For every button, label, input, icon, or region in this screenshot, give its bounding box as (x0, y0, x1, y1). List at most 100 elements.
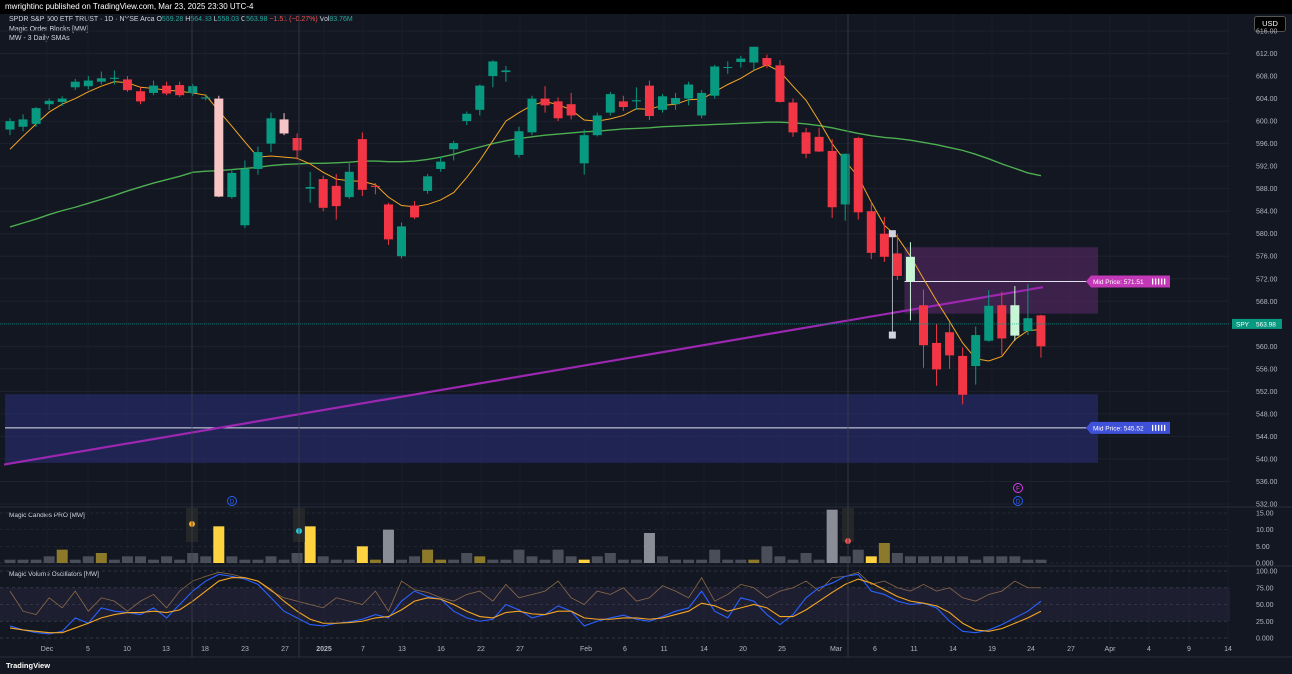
candle (253, 146, 263, 175)
volume-bar (278, 559, 290, 563)
candle-body (540, 98, 550, 106)
x-tick-label: Apr (1105, 646, 1117, 653)
candle-body (566, 104, 576, 116)
candle-body (1036, 315, 1046, 347)
candle-body (305, 186, 315, 189)
publisher-bar: mwrightinc published on TradingView.com,… (0, 0, 1292, 14)
volume-bar (135, 556, 146, 563)
x-tick-label: 27 (281, 646, 289, 653)
candle-body (188, 86, 198, 93)
candle-body (253, 152, 263, 169)
candle (579, 129, 589, 175)
candle-body (227, 172, 237, 198)
indicator-2-label[interactable]: MW - 3 Daily SMAs (9, 35, 70, 42)
volume-bar (683, 559, 695, 563)
volume-bar (200, 556, 212, 563)
candle-body (749, 46, 759, 63)
volume-bar (944, 556, 956, 563)
candle-body (397, 226, 406, 257)
x-tick-label: Mar (830, 646, 843, 653)
volume-bar (1035, 559, 1047, 563)
candle-body (605, 94, 615, 113)
osc-pane-title[interactable]: Magic Volume Oscillators [MW] (9, 571, 99, 578)
mid-price-label: Mid Price: 545.52 (1093, 425, 1144, 432)
candle (684, 81, 694, 106)
candle-body (122, 79, 132, 91)
candle (5, 118, 15, 136)
indicator-1-label[interactable]: Magic Order Blocks [MW] (9, 26, 89, 33)
mid-price-tag-shape (1086, 421, 1170, 434)
candle (462, 111, 472, 126)
candle (840, 153, 850, 221)
volume-bar (396, 559, 407, 563)
mid-price-bars (1164, 424, 1166, 431)
close-value: 563.98 (246, 16, 268, 23)
symbol-name: SPDR S&P 500 ETF TRUST · 1D · NYSE Arca (9, 16, 155, 23)
y-tick-label: 616.00 (1256, 29, 1278, 36)
candle (423, 174, 433, 194)
event-badge-letter: D (1016, 499, 1021, 505)
mid-price-tag-shape (1086, 275, 1170, 288)
candle-body (971, 335, 981, 367)
low-label: L (213, 16, 218, 23)
volume-bar (239, 559, 251, 563)
volume-bar (891, 553, 903, 563)
volume-bar (43, 556, 55, 563)
event-badge-letter: D (230, 499, 235, 505)
low-value: 558.03 (217, 16, 240, 23)
volume-bar (839, 556, 851, 563)
candle (723, 61, 733, 74)
vol-tick-label: 10.00 (1256, 527, 1274, 534)
candle (475, 84, 485, 116)
volume-bar (604, 553, 616, 563)
candle (892, 233, 902, 280)
volume-bar (748, 559, 760, 563)
y-tick-label: 612.00 (1256, 51, 1278, 58)
volume-bar (474, 556, 486, 563)
candle (553, 97, 563, 122)
volume-bar (552, 549, 564, 563)
brand-text: TradingView (6, 661, 51, 670)
y-tick-label: 584.00 (1256, 209, 1278, 216)
candle-body (866, 211, 876, 253)
x-tick-label: 13 (398, 646, 406, 653)
order-block-zone (5, 394, 1098, 463)
volume-bar (17, 559, 29, 563)
candle-body (279, 119, 289, 134)
volume-bar (461, 553, 473, 563)
candle-body (814, 136, 824, 152)
candle (488, 60, 498, 88)
volume-bar (657, 556, 668, 563)
osc-tick-label: 100.00 (1256, 569, 1278, 576)
candle (96, 71, 106, 85)
currency-button[interactable]: USD (1254, 16, 1286, 32)
range-marker-bottom (888, 331, 896, 339)
candle-body (997, 305, 1007, 339)
osc-fast-line (9, 573, 1042, 635)
x-tick-label: 19 (988, 646, 996, 653)
candle-body (671, 98, 681, 105)
volume-bar (56, 549, 68, 563)
volume-bar (226, 556, 238, 563)
mid-price-tag: Mid Price: 571.51 (1086, 275, 1170, 288)
mid-price-label: Mid Price: 571.51 (1093, 279, 1144, 286)
candle-body (840, 153, 850, 205)
candle-body (527, 98, 537, 133)
y-tick-label: 580.00 (1256, 231, 1278, 238)
x-tick-label: 9 (1187, 646, 1191, 653)
candle-body (83, 80, 93, 87)
candle-body (357, 139, 367, 190)
x-tick-label: 6 (873, 646, 877, 653)
candle-body (827, 150, 837, 208)
close-label: C (241, 16, 247, 23)
candle (410, 201, 420, 220)
candle (162, 81, 172, 96)
volume-bar (174, 559, 186, 563)
volume-bar (931, 556, 943, 563)
volume-bar (565, 556, 577, 563)
vol-tick-label: 0.000 (1256, 561, 1274, 568)
volume-bar (422, 549, 434, 563)
volume-bar (187, 553, 199, 563)
y-tick-label: 540.00 (1256, 456, 1278, 463)
